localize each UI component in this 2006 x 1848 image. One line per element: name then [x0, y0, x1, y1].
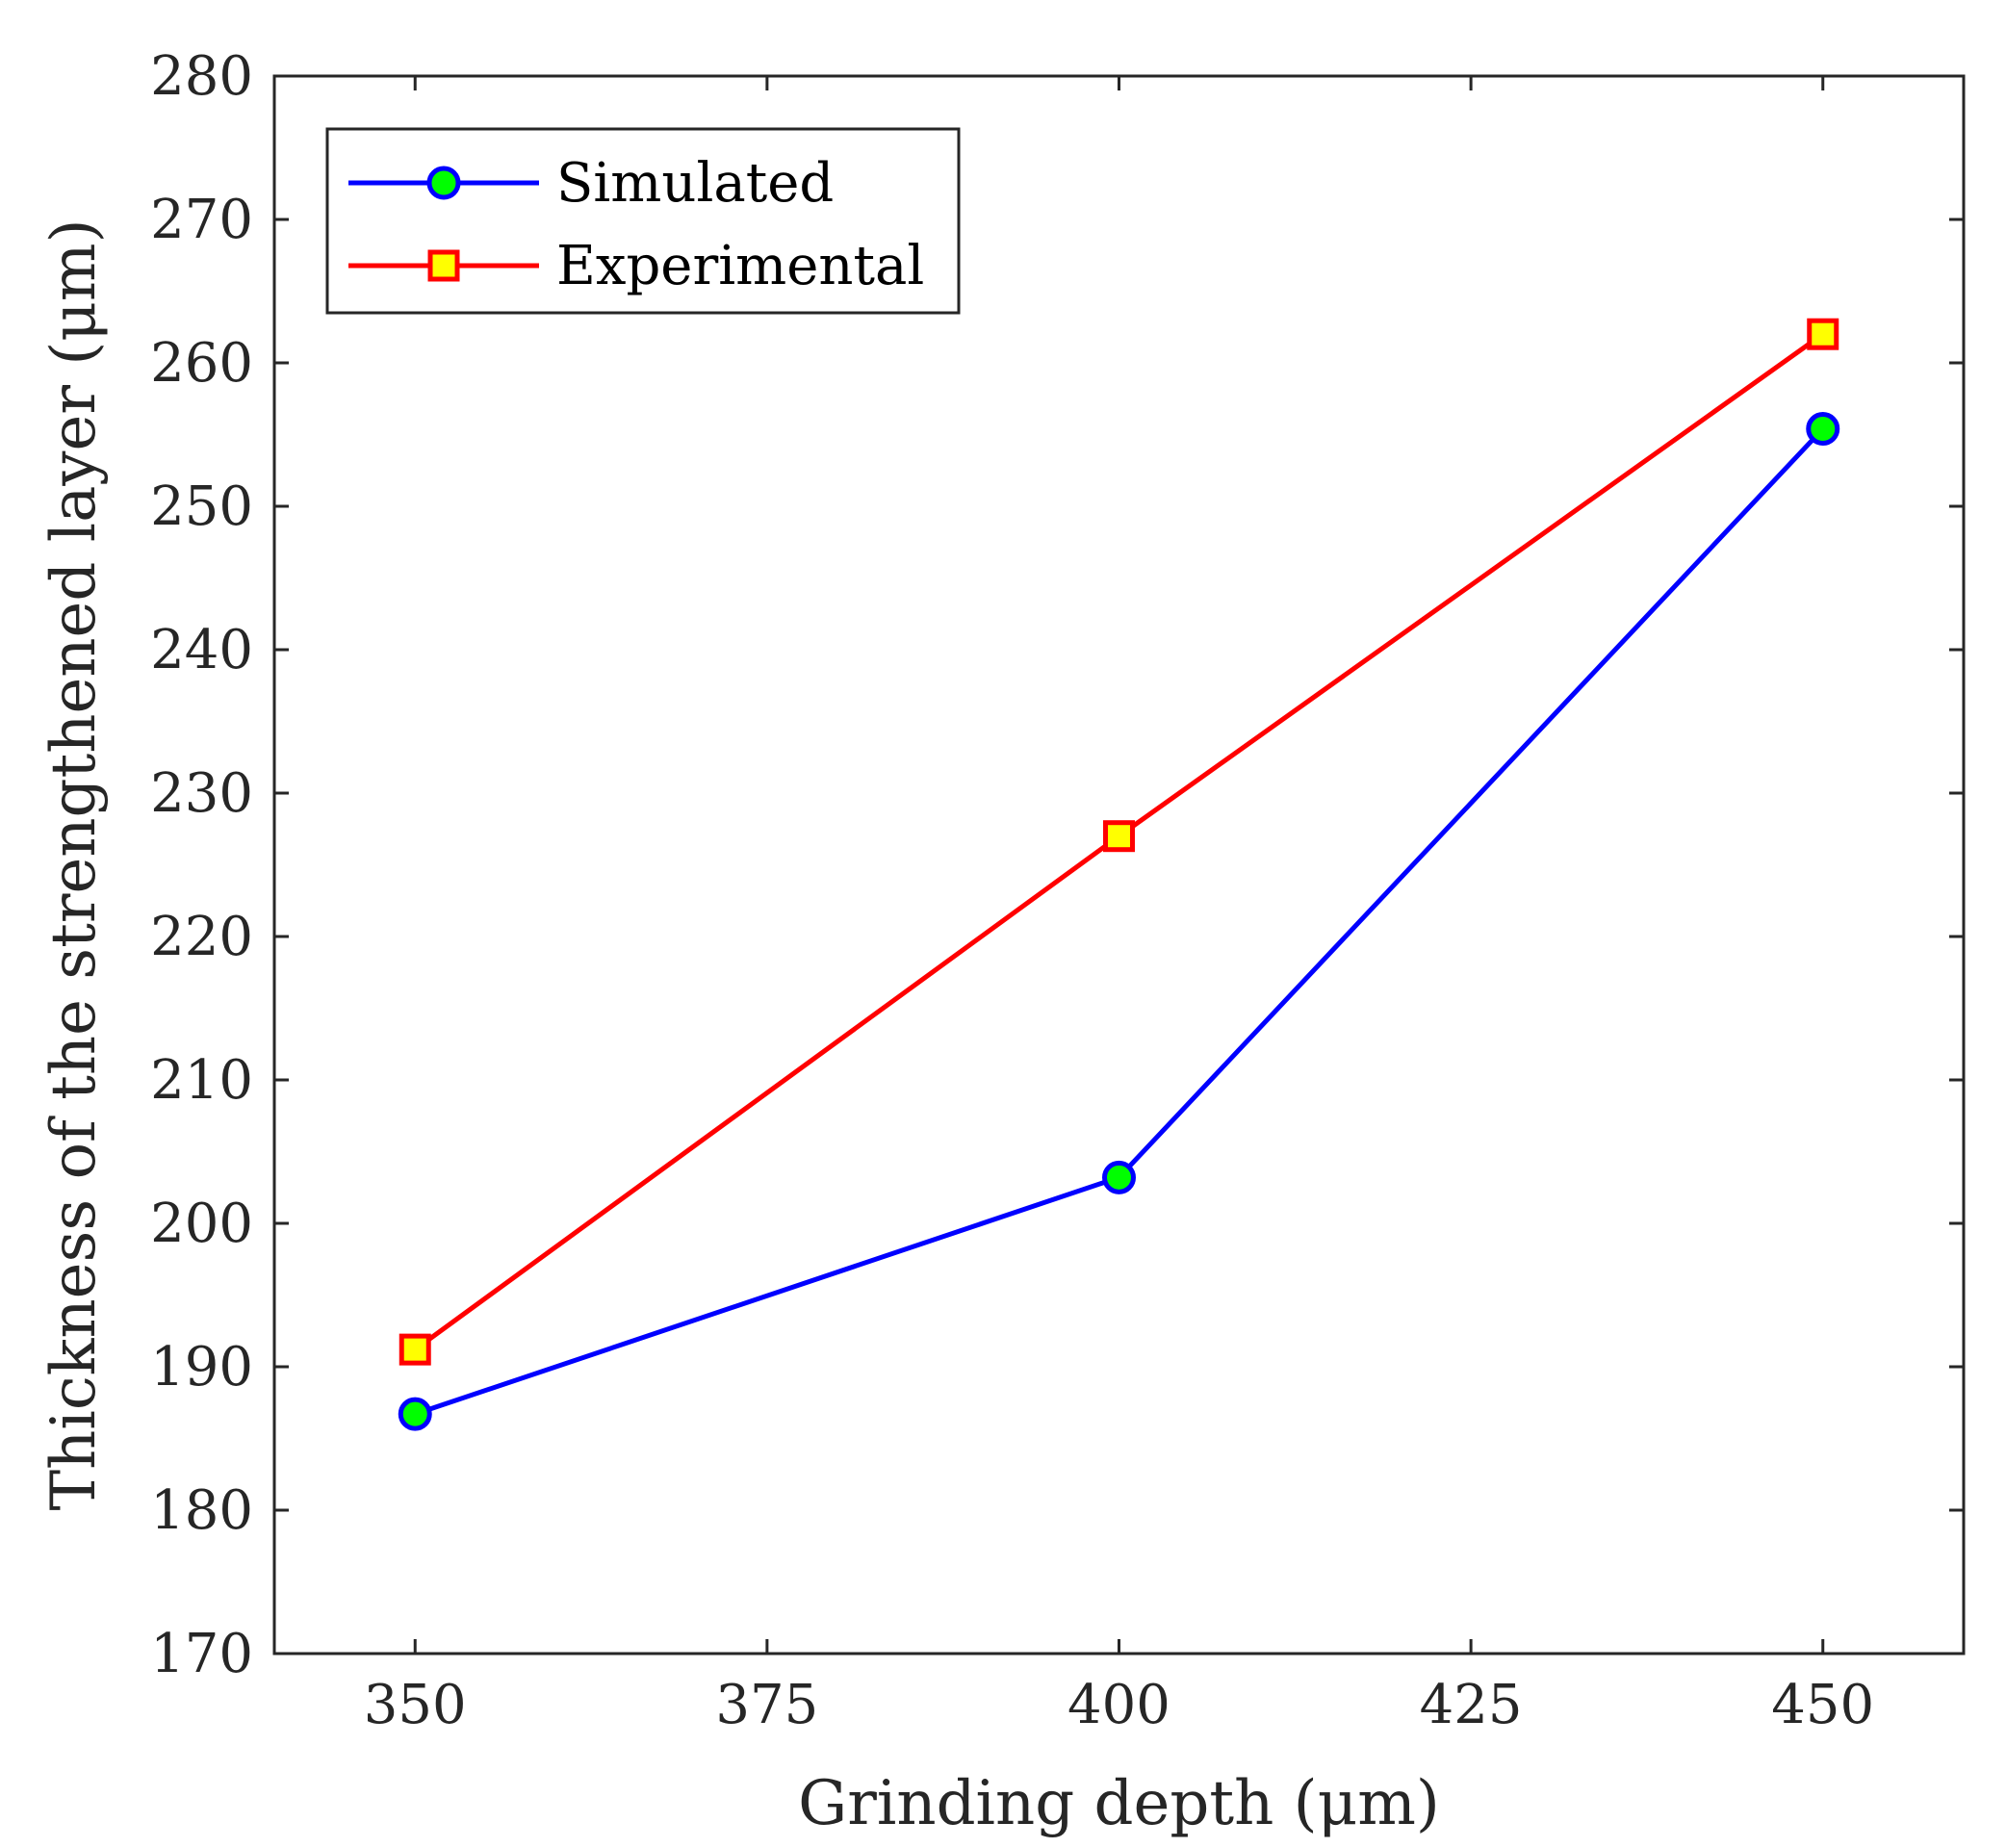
y-axis-title: Thickness of the strengthened layer (μm): [39, 218, 110, 1510]
marker-circle: [426, 166, 461, 200]
plot-frame: [272, 74, 1966, 1656]
y-tick-label: 250: [150, 475, 253, 538]
legend-box: [325, 127, 961, 315]
marker-circle: [398, 1397, 432, 1431]
x-tick-label: 375: [715, 1674, 818, 1736]
y-tick-label: 280: [150, 45, 253, 108]
y-tick-label: 200: [150, 1193, 253, 1255]
data-series: [398, 318, 1840, 1431]
series-experimental: [399, 318, 1839, 1366]
y-tick-label: 260: [150, 332, 253, 395]
x-tick-label: 450: [1771, 1674, 1874, 1736]
x-tick-label: 400: [1067, 1674, 1170, 1736]
marker-square: [1103, 820, 1135, 853]
y-tick-label: 270: [150, 189, 253, 251]
marker-square: [1807, 318, 1839, 350]
axis-tick-labels: 350 375 400 425 450 170 180 190 200 210 220 230 240 2…: [150, 45, 1874, 1736]
legend-label-simulated: Simulated: [556, 152, 834, 215]
y-tick-label: 170: [150, 1623, 253, 1685]
x-axis-title: Grinding depth (μm): [798, 1768, 1440, 1839]
series-simulated: [398, 412, 1840, 1431]
y-tick-label: 210: [150, 1049, 253, 1112]
y-tick-label: 190: [150, 1336, 253, 1399]
y-tick-label: 220: [150, 906, 253, 968]
x-tick-label: 350: [364, 1674, 467, 1736]
legend-marker-experimental: [427, 249, 460, 282]
y-tick-label: 240: [150, 619, 253, 681]
legend-marker-simulated: [426, 166, 461, 200]
marker-circle: [1102, 1160, 1136, 1194]
marker-square: [427, 249, 460, 282]
marker-square: [399, 1333, 431, 1366]
legend: Simulated Experimental: [325, 127, 961, 315]
y-tick-label: 180: [150, 1479, 253, 1542]
x-tick-label: 425: [1420, 1674, 1523, 1736]
legend-label-experimental: Experimental: [556, 235, 924, 297]
marker-circle: [1806, 412, 1840, 447]
y-tick-label: 230: [150, 762, 253, 825]
